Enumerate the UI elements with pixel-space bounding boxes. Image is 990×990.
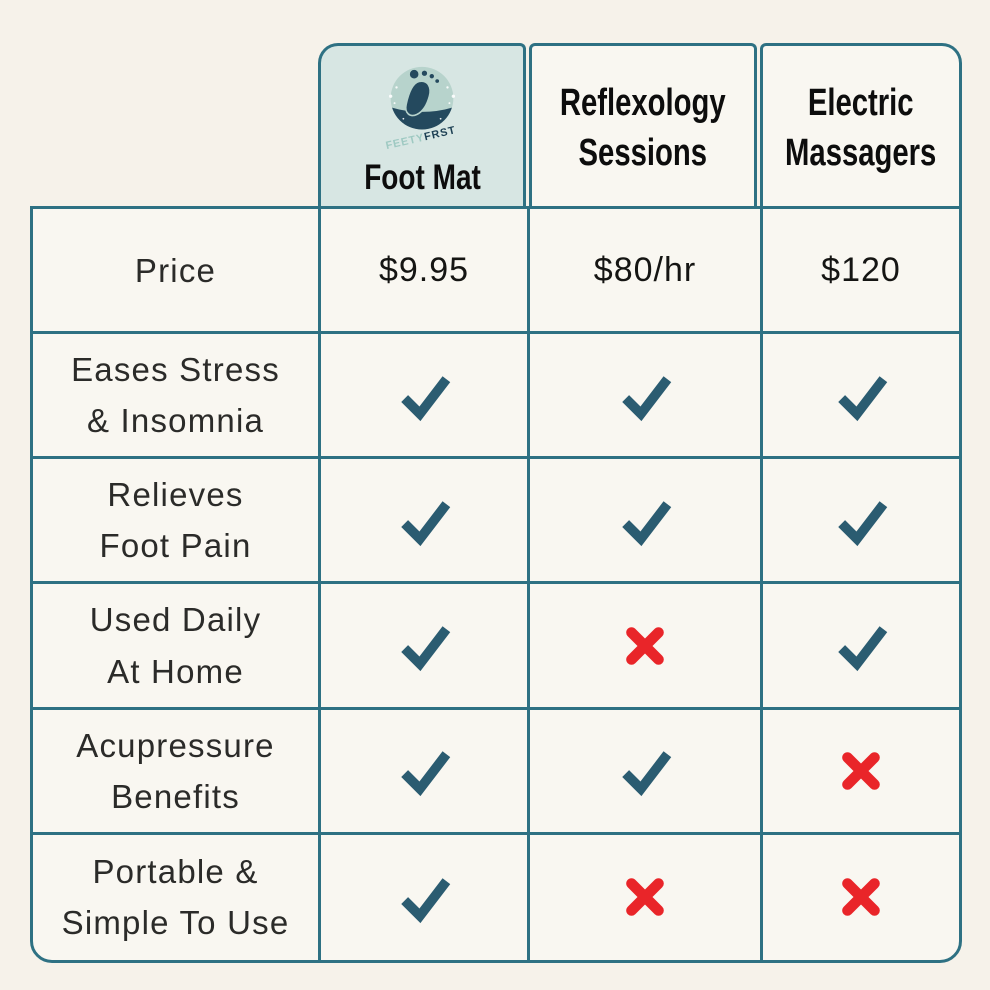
check-icon	[321, 709, 530, 835]
check-glyph	[401, 626, 451, 672]
row-label-used-daily-at-home: Used Daily At Home	[33, 584, 321, 710]
check-icon	[530, 709, 763, 835]
cross-glyph	[842, 878, 880, 917]
check-glyph	[622, 751, 672, 797]
feetyfirst-logo: FEETYFRST	[385, 66, 456, 152]
column-title-foot-mat: Foot Mat	[363, 157, 481, 197]
column-title-reflexology: Reflexology Sessions	[560, 81, 726, 174]
check-glyph	[401, 376, 451, 421]
table-header: FEETYFRST Foot Mat Reflexology Sessions …	[318, 43, 962, 206]
row-label-eases-stress-insomnia: Eases Stress & Insomnia	[33, 334, 321, 460]
check-icon	[763, 584, 959, 710]
cross-icon	[530, 584, 763, 710]
cross-glyph	[842, 751, 880, 790]
check-glyph	[622, 501, 672, 547]
check-icon	[530, 334, 763, 460]
logo-sparkles	[389, 85, 456, 120]
cross-glyph	[626, 878, 664, 917]
header-reflexology-sessions: Reflexology Sessions	[529, 43, 757, 206]
row-label-portable-simple-to-use: Portable & Simple To Use	[33, 834, 321, 960]
check-icon	[530, 459, 763, 585]
check-icon	[321, 584, 530, 710]
check-icon	[321, 834, 530, 960]
price-value: $120	[763, 209, 959, 335]
check-glyph	[838, 376, 888, 421]
price-value: $80/hr	[530, 209, 763, 335]
row-label-acupressure-benefits: Acupressure Benefits	[33, 709, 321, 835]
check-glyph	[401, 501, 451, 547]
price-value: $9.95	[321, 209, 530, 335]
check-glyph	[401, 751, 451, 797]
cross-icon	[530, 834, 763, 960]
check-glyph	[838, 626, 888, 672]
row-label-price: Price	[33, 209, 321, 335]
row-label-relieves-foot-pain: Relieves Foot Pain	[33, 459, 321, 585]
cross-glyph	[626, 626, 664, 665]
logo-horizon	[390, 105, 454, 130]
foot-icon	[405, 68, 441, 116]
check-glyph	[401, 878, 451, 924]
cross-icon	[763, 710, 959, 835]
check-icon	[321, 459, 530, 585]
cross-icon	[763, 835, 959, 960]
table-body: Price $9.95 $80/hr $120 Eases Stress & Insomn…	[30, 206, 962, 963]
check-glyph	[838, 501, 888, 547]
check-glyph	[622, 376, 672, 421]
column-title-electric: Electric Massagers	[785, 81, 937, 174]
check-icon	[321, 334, 530, 460]
check-icon	[763, 459, 959, 585]
header-electric-massagers: Electric Massagers	[759, 43, 962, 206]
check-icon	[763, 334, 959, 460]
header-foot-mat: FEETYFRST Foot Mat	[318, 43, 527, 206]
